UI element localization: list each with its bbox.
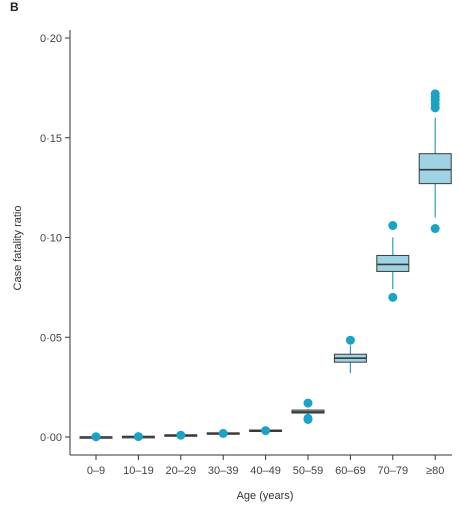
y-tick-label: 0·05 bbox=[40, 332, 62, 344]
x-axis-title: Age (years) bbox=[237, 490, 294, 502]
box-group-7 bbox=[376, 221, 410, 302]
box-group-3 bbox=[206, 428, 240, 438]
box-group-8 bbox=[418, 89, 452, 234]
y-axis: 0·00 0·05 0·10 0·15 0·20 bbox=[40, 30, 71, 455]
outlier-point bbox=[430, 224, 440, 234]
outlier-point bbox=[91, 432, 101, 442]
outlier-point bbox=[261, 426, 271, 436]
x-axis: 0–9 10–19 20–29 30–39 40–49 50–59 60–69 70–79 ≥8… bbox=[70, 454, 452, 477]
box-group-4 bbox=[249, 426, 283, 436]
x-tick-label: 10–19 bbox=[123, 465, 154, 477]
y-tick-label: 0·00 bbox=[40, 432, 62, 444]
outlier-point bbox=[176, 430, 186, 440]
x-tick-label: 60–69 bbox=[335, 465, 366, 477]
outlier-point bbox=[218, 428, 228, 438]
x-tick-label: 70–79 bbox=[378, 465, 409, 477]
outlier-point bbox=[388, 292, 398, 302]
outlier-point bbox=[430, 89, 440, 99]
y-tick-label: 0·10 bbox=[40, 233, 62, 245]
box bbox=[418, 153, 452, 185]
panel-label: B bbox=[10, 0, 19, 14]
x-tick-label: 40–49 bbox=[250, 465, 281, 477]
outlier-point bbox=[303, 398, 313, 408]
x-tick-label: 0–9 bbox=[87, 465, 105, 477]
box bbox=[376, 254, 410, 272]
y-axis-title: Case fatality ratio bbox=[12, 206, 24, 291]
x-tick-label: 30–39 bbox=[208, 465, 239, 477]
box-group-6 bbox=[333, 335, 367, 374]
x-tick-label: 50–59 bbox=[293, 465, 324, 477]
y-tick-label: 0·20 bbox=[40, 33, 62, 45]
box-group-2 bbox=[164, 430, 198, 440]
plot-area bbox=[79, 89, 452, 442]
x-tick-label: 20–29 bbox=[166, 465, 197, 477]
outlier-point bbox=[345, 335, 355, 345]
outlier-point bbox=[133, 432, 143, 442]
x-tick-label: ≥80 bbox=[426, 465, 444, 477]
box-group-0 bbox=[79, 432, 113, 442]
box-group-1 bbox=[121, 432, 155, 442]
box-group-5 bbox=[291, 398, 325, 424]
y-tick-label: 0·15 bbox=[40, 133, 62, 145]
outlier-point bbox=[388, 221, 398, 231]
outlier-point bbox=[303, 413, 313, 423]
